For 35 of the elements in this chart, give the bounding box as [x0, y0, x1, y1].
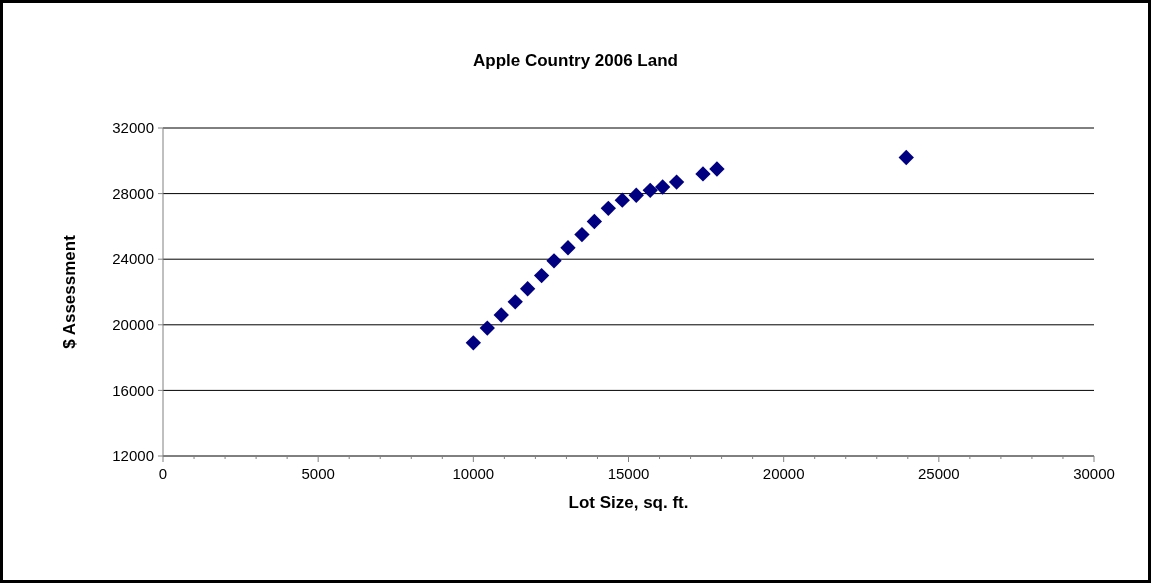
point — [654, 179, 671, 195]
x-tick-label: 25000 — [917, 465, 960, 482]
point — [533, 267, 550, 284]
point — [507, 294, 523, 310]
y-tick-label: 20000 — [112, 316, 154, 334]
point — [709, 161, 725, 177]
x-axis-title: Lot Size, sq. ft. — [568, 493, 689, 512]
point — [493, 307, 509, 323]
point — [668, 174, 685, 190]
point — [898, 149, 914, 166]
point — [614, 192, 630, 208]
point — [695, 166, 711, 182]
y-tick-label: 28000 — [112, 184, 154, 202]
x-tick-label: 30000 — [1073, 465, 1115, 482]
x-tick-label: 10000 — [452, 465, 495, 482]
point — [586, 213, 603, 230]
x-tick-label: 0 — [158, 465, 168, 482]
point — [628, 187, 644, 203]
point — [642, 182, 658, 198]
y-axis-title: $ Assessment — [60, 234, 79, 349]
y-tick-label: 32000 — [112, 119, 154, 137]
x-tick-label: 20000 — [762, 465, 805, 482]
point — [600, 200, 616, 217]
x-tick-label: 15000 — [607, 465, 650, 482]
y-tick-label: 12000 — [112, 447, 154, 465]
x-tick-label: 5000 — [301, 465, 335, 482]
y-tick-label: 16000 — [112, 381, 154, 399]
point — [519, 281, 536, 297]
point — [479, 320, 495, 336]
chart-title: Apple Country 2006 Land — [473, 51, 678, 70]
point — [465, 335, 481, 351]
point — [560, 240, 576, 256]
y-tick-label: 24000 — [112, 250, 154, 268]
point — [574, 226, 590, 243]
point — [546, 253, 562, 269]
